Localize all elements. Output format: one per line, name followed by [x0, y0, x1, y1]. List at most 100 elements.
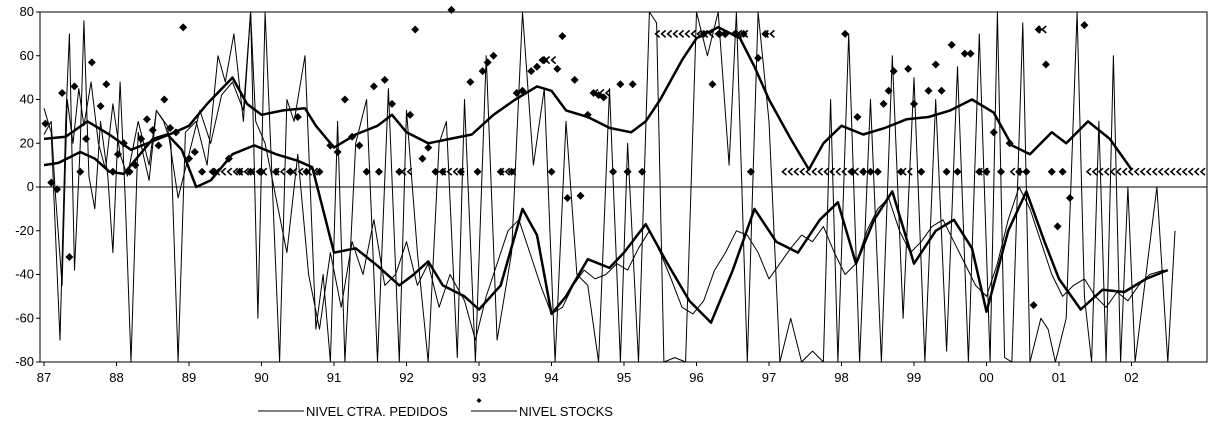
marker-chevron: [1127, 167, 1134, 176]
marker-chevron: [684, 29, 691, 38]
data-marker: [518, 86, 527, 95]
data-marker: [917, 167, 926, 176]
data-marker: [113, 150, 122, 159]
x-tick-label: 95: [617, 370, 631, 385]
data-marker: [982, 167, 991, 176]
data-marker: [406, 110, 415, 119]
data-marker: [841, 29, 850, 38]
data-marker: [527, 67, 536, 76]
data-marker: [380, 75, 389, 84]
data-marker: [715, 29, 724, 38]
marker-chevron: [811, 167, 818, 176]
data-marker: [154, 141, 163, 150]
marker-chevron: [1157, 167, 1164, 176]
data-marker: [210, 167, 219, 176]
data-marker: [142, 115, 151, 124]
data-marker: [563, 193, 572, 202]
data-marker: [848, 167, 857, 176]
data-marker: [540, 56, 549, 65]
marker-chevron: [1115, 167, 1122, 176]
data-marker: [924, 86, 933, 95]
y-tick-label: 40: [20, 92, 34, 107]
data-marker: [483, 58, 492, 67]
data-marker: [746, 167, 755, 176]
x-tick-label: 98: [834, 370, 848, 385]
data-marker: [190, 148, 199, 156]
data-marker: [947, 40, 956, 49]
data-marker: [1015, 167, 1024, 176]
data-marker: [456, 167, 465, 176]
series-line-raw-3: [43, 11, 1165, 341]
data-marker: [108, 167, 117, 176]
data-marker: [739, 29, 748, 38]
data-marker: [966, 49, 975, 58]
data-marker: [179, 23, 188, 32]
data-marker: [272, 167, 280, 176]
data-marker: [1029, 301, 1038, 310]
marker-chevron: [446, 167, 453, 176]
data-marker: [879, 99, 888, 108]
data-marker: [997, 167, 1005, 176]
data-marker: [473, 167, 482, 176]
marker-chevron: [781, 167, 788, 176]
data-marker: [638, 167, 647, 176]
y-tick-label: -40: [15, 267, 34, 282]
data-marker: [699, 29, 708, 38]
marker-chevron: [220, 167, 227, 176]
data-marker: [166, 123, 175, 132]
data-marker: [302, 167, 311, 176]
data-marker: [496, 167, 505, 176]
data-marker: [866, 167, 875, 176]
marker-chevron: [1041, 25, 1047, 34]
legend-label-pedidos: NIVEL CTRA. PEDIDOS: [306, 404, 448, 419]
marker-chevron: [297, 167, 304, 176]
data-marker: [910, 99, 918, 108]
data-marker: [1080, 21, 1089, 30]
y-tick-label: -60: [15, 310, 34, 325]
data-marker: [58, 88, 67, 97]
x-tick-label: 94: [544, 370, 558, 385]
marker-chevron: [504, 167, 511, 176]
marker-chevron: [835, 167, 842, 176]
data-marker: [438, 167, 447, 176]
marker-chevron: [232, 167, 239, 176]
x-tick-label: 93: [472, 370, 486, 385]
data-marker: [47, 178, 56, 187]
marker-chevron: [769, 29, 775, 38]
marker-chevron: [1151, 167, 1158, 176]
x-tick-label: 87: [37, 370, 51, 385]
marker-chevron: [1109, 167, 1116, 176]
x-tick-label: 00: [979, 370, 993, 385]
data-marker: [411, 25, 420, 34]
marker-chevron: [1091, 167, 1098, 176]
marker-chevron: [406, 167, 413, 176]
data-marker: [1065, 193, 1074, 202]
data-marker: [616, 80, 625, 89]
marker-chevron: [787, 167, 794, 176]
marker-chevron: [1103, 167, 1110, 176]
data-marker: [975, 167, 984, 176]
data-marker: [388, 99, 396, 108]
marker-chevron: [1163, 167, 1170, 176]
data-marker: [395, 167, 404, 176]
data-marker: [87, 58, 96, 67]
marker-chevron: [1193, 167, 1200, 176]
marker-chevron: [730, 29, 737, 38]
data-marker: [1058, 167, 1067, 176]
data-marker: [76, 167, 85, 176]
marker-chevron: [226, 167, 233, 176]
data-marker: [721, 29, 730, 38]
marker-chevron: [255, 167, 262, 176]
data-marker: [533, 62, 541, 71]
data-marker: [937, 86, 946, 95]
data-marker: [732, 29, 741, 38]
data-marker: [340, 95, 349, 104]
x-tick-label: 01: [1052, 370, 1066, 385]
data-marker: [82, 134, 91, 143]
marker-chevron: [1175, 167, 1182, 176]
data-marker: [374, 167, 383, 176]
data-marker: [70, 82, 79, 91]
data-marker: [889, 67, 898, 76]
data-marker: [293, 113, 302, 121]
